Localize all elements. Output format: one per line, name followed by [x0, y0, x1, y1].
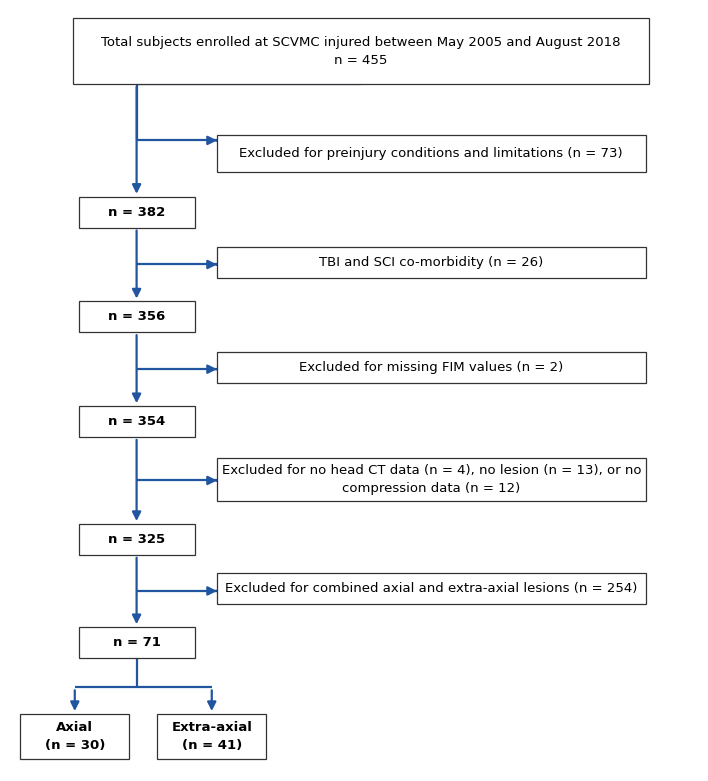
FancyBboxPatch shape — [79, 524, 195, 555]
FancyBboxPatch shape — [217, 134, 646, 172]
FancyBboxPatch shape — [217, 572, 646, 604]
FancyBboxPatch shape — [79, 406, 195, 437]
Text: Total subjects enrolled at SCVMC injured between May 2005 and August 2018
n = 45: Total subjects enrolled at SCVMC injured… — [101, 36, 621, 66]
Text: Excluded for no head CT data (n = 4), no lesion (n = 13), or no
compression data: Excluded for no head CT data (n = 4), no… — [222, 464, 641, 495]
Text: n = 354: n = 354 — [108, 415, 165, 428]
Text: n = 71: n = 71 — [113, 636, 161, 649]
Text: n = 382: n = 382 — [108, 205, 165, 219]
FancyBboxPatch shape — [217, 458, 646, 501]
Text: Extra-axial
(n = 41): Extra-axial (n = 41) — [171, 721, 252, 752]
Text: TBI and SCI co-morbidity (n = 26): TBI and SCI co-morbidity (n = 26) — [319, 256, 544, 269]
Text: Excluded for combined axial and extra-axial lesions (n = 254): Excluded for combined axial and extra-ax… — [225, 582, 637, 595]
FancyBboxPatch shape — [217, 247, 646, 278]
FancyBboxPatch shape — [157, 714, 266, 759]
FancyBboxPatch shape — [79, 627, 195, 658]
Text: n = 356: n = 356 — [108, 310, 165, 323]
Text: Excluded for missing FIM values (n = 2): Excluded for missing FIM values (n = 2) — [299, 361, 564, 374]
Text: Excluded for preinjury conditions and limitations (n = 73): Excluded for preinjury conditions and li… — [239, 147, 623, 159]
FancyBboxPatch shape — [79, 197, 195, 227]
Text: Axial
(n = 30): Axial (n = 30) — [45, 721, 105, 752]
FancyBboxPatch shape — [79, 301, 195, 333]
FancyBboxPatch shape — [21, 714, 130, 759]
FancyBboxPatch shape — [217, 351, 646, 383]
Text: n = 325: n = 325 — [108, 533, 165, 546]
FancyBboxPatch shape — [73, 18, 649, 84]
